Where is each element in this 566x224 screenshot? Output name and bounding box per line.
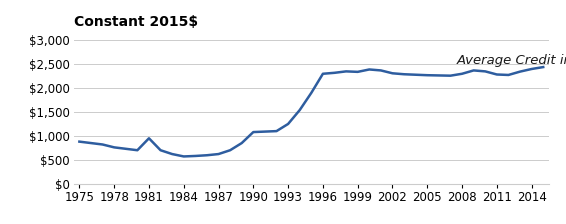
Text: Average Credit in 2015: $2,440: Average Credit in 2015: $2,440: [456, 54, 566, 67]
Text: Constant 2015$: Constant 2015$: [74, 15, 198, 29]
